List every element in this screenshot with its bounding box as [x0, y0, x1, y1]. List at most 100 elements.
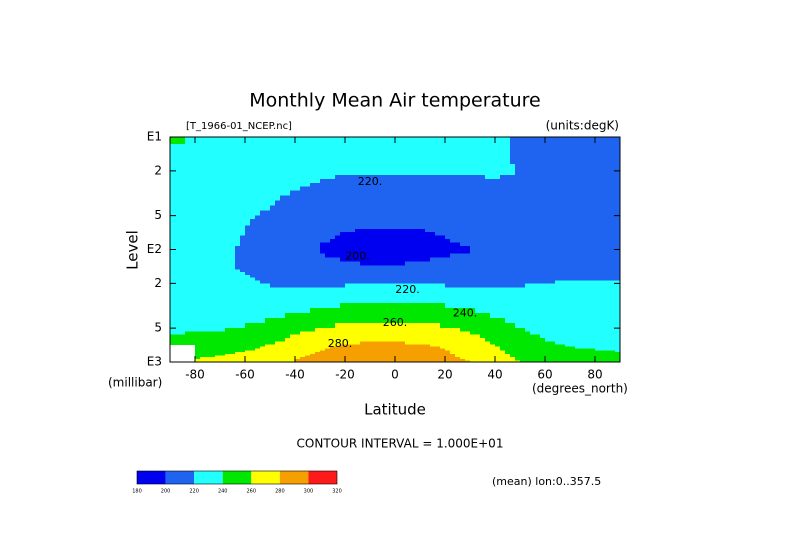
contour-cell	[575, 164, 581, 172]
contour-cell	[565, 313, 571, 319]
contour-cell	[505, 352, 511, 355]
contour-cell	[495, 338, 501, 342]
contour-cell	[495, 218, 501, 223]
contour-cell	[530, 170, 536, 176]
contour-cell	[375, 328, 381, 332]
contour-cell	[175, 218, 181, 223]
contour-cell	[555, 182, 561, 188]
contour-cell	[240, 346, 246, 349]
contour-cell	[210, 272, 216, 276]
contour-cell	[590, 331, 596, 336]
contour-cell	[225, 137, 231, 145]
contour-cell	[480, 190, 486, 197]
contour-cell	[565, 235, 571, 240]
contour-cell	[200, 346, 206, 349]
contour-cell	[245, 200, 251, 207]
contour-cell	[255, 228, 261, 233]
contour-cell	[335, 341, 341, 345]
contour-cell	[250, 338, 256, 342]
contour-cell	[330, 143, 336, 151]
contour-cell	[385, 253, 391, 258]
contour-cell	[610, 269, 616, 273]
contour-cell	[600, 277, 606, 281]
contour-cell	[455, 318, 461, 324]
contour-cell	[570, 265, 576, 270]
contour-cell	[525, 313, 531, 319]
contour-cell	[360, 291, 366, 296]
contour-cell	[525, 308, 531, 314]
contour-cell	[395, 228, 401, 233]
contour-cell	[560, 269, 566, 273]
contour-cell	[220, 150, 226, 158]
contour-cell	[260, 164, 266, 172]
contour-cell	[330, 222, 336, 226]
contour-cell	[535, 341, 541, 345]
contour-cell	[545, 253, 551, 258]
contour-cell	[550, 178, 556, 184]
contour-cell	[535, 274, 541, 279]
contour-cell	[215, 331, 221, 336]
contour-cell	[475, 280, 481, 284]
contour-cell	[505, 348, 511, 351]
contour-cell	[240, 269, 246, 273]
contour-cell	[480, 277, 486, 281]
contour-cell	[550, 246, 556, 250]
contour-cell	[290, 265, 296, 270]
contour-cell	[455, 280, 461, 284]
contour-cell	[460, 215, 466, 220]
contour-cell	[390, 157, 396, 165]
contour-cell	[550, 222, 556, 226]
contour-cell	[175, 287, 181, 292]
contour-cell	[280, 352, 286, 355]
contour-cell	[575, 190, 581, 197]
contour-cell	[350, 261, 356, 266]
contour-cell	[500, 242, 506, 247]
contour-cell	[450, 205, 456, 212]
contour-cell	[415, 338, 421, 342]
contour-cell	[320, 346, 326, 349]
contour-cell	[180, 334, 186, 339]
contour-cell	[445, 205, 451, 212]
contour-cell	[290, 344, 296, 347]
contour-cell	[260, 182, 266, 188]
contour-cell	[500, 348, 506, 351]
contour-cell	[375, 249, 381, 254]
contour-cell	[495, 341, 501, 345]
contour-cell	[310, 313, 316, 319]
contour-cell	[530, 242, 536, 247]
contour-cell	[190, 186, 196, 192]
contour-cell	[590, 210, 596, 217]
contour-cell	[530, 225, 536, 230]
contour-cell	[420, 303, 426, 309]
contour-cell	[355, 328, 361, 332]
contour-cell	[170, 215, 176, 220]
contour-cell	[615, 295, 621, 300]
contour-cell	[435, 249, 441, 254]
contour-cell	[370, 346, 376, 349]
contour-cell	[240, 164, 246, 172]
contour-cell	[550, 170, 556, 176]
contour-cell	[245, 205, 251, 212]
contour-cell	[520, 218, 526, 223]
contour-cell	[345, 269, 351, 273]
contour-cell	[355, 350, 361, 353]
contour-cell	[380, 218, 386, 223]
contour-cell	[495, 287, 501, 292]
contour-cell	[330, 348, 336, 351]
contour-cell	[360, 249, 366, 254]
contour-cell	[490, 190, 496, 197]
contour-cell	[475, 164, 481, 172]
contour-cell	[575, 348, 581, 351]
contour-cell	[175, 210, 181, 217]
contour-cell	[400, 313, 406, 319]
contour-cell	[525, 164, 531, 172]
contour-cell	[350, 303, 356, 309]
contour-cell	[385, 280, 391, 284]
contour-cell	[365, 215, 371, 220]
contour-cell	[430, 291, 436, 296]
contour-cell	[445, 334, 451, 339]
contour-cell	[470, 277, 476, 281]
contour-cell	[345, 200, 351, 207]
contour-cell	[305, 186, 311, 192]
contour-cell	[445, 195, 451, 202]
